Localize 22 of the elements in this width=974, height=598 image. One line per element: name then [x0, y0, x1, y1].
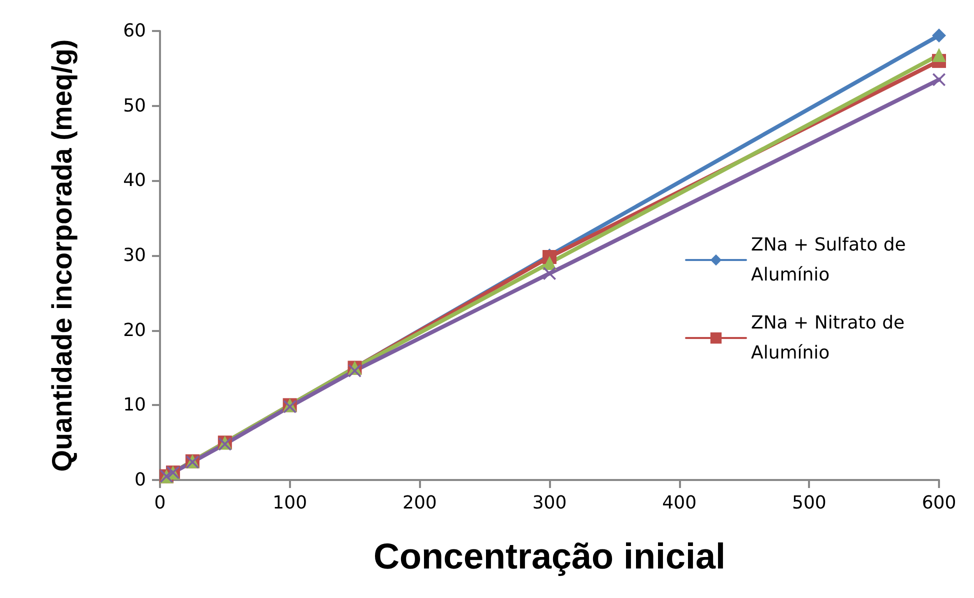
x-tick-label: 100	[272, 492, 308, 514]
x-axis-title: Concentração inicial	[373, 536, 726, 576]
y-tick-label: 40	[123, 170, 146, 192]
y-tick-label: 50	[123, 95, 146, 116]
y-axis-title: Quantidade incorporada (meq/g)	[46, 39, 78, 472]
x-tick-label: 200	[402, 492, 437, 514]
legend-label: ZNa + Sulfato de Alumínio	[751, 234, 912, 286]
y-tick-label: 10	[123, 394, 146, 416]
point	[348, 364, 362, 378]
legend-label: ZNa + Nitrato de Alumínio	[751, 312, 910, 364]
x-tick-label: 300	[532, 492, 567, 514]
x-tick-label: 600	[922, 492, 956, 514]
x-tick-label: 0	[154, 492, 166, 514]
point	[543, 266, 556, 280]
y-tick-label: 20	[123, 320, 146, 341]
y-tick-label: 30	[123, 245, 146, 266]
y-tick-label: 60	[123, 20, 146, 42]
x-tick-label: 400	[662, 492, 697, 514]
x-tick-label: 500	[792, 492, 826, 514]
point	[932, 28, 946, 42]
point	[932, 73, 946, 86]
y-tick-label: 0	[134, 470, 146, 490]
